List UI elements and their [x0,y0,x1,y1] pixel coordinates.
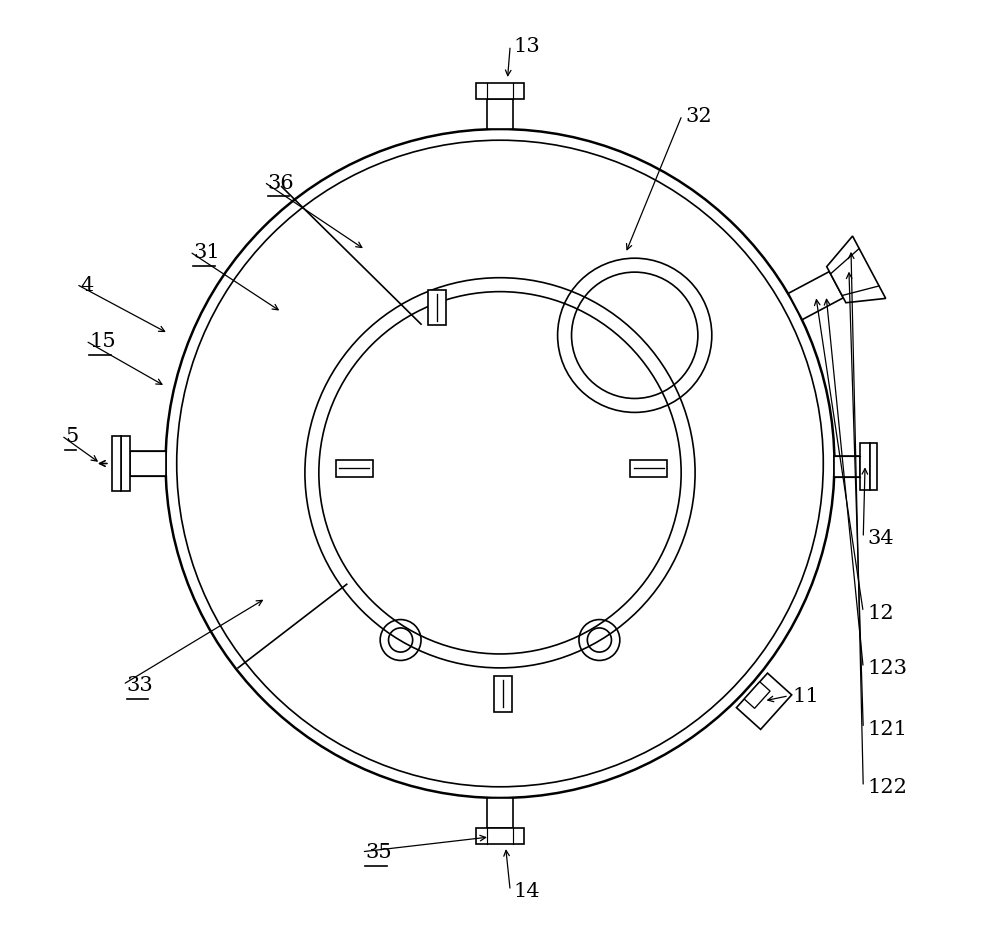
Bar [834,457,860,477]
Bar [630,460,667,477]
Bar [494,677,512,712]
Text: 122: 122 [867,778,907,796]
Text: 13: 13 [514,37,541,56]
Text: 11: 11 [793,687,819,705]
Polygon shape [788,272,843,320]
Text: 12: 12 [867,603,894,622]
Text: 4: 4 [80,276,93,294]
Bar [428,290,446,326]
Text: 34: 34 [867,529,894,548]
Bar [130,452,166,476]
Bar [121,436,130,492]
Bar [476,84,524,100]
Text: 36: 36 [268,174,294,192]
Text: 32: 32 [686,107,712,125]
Text: 31: 31 [193,243,220,262]
Text: 15: 15 [89,332,116,351]
Bar [860,444,870,490]
Text: 123: 123 [867,659,907,677]
Polygon shape [736,674,792,729]
Bar [336,460,373,477]
Text: 33: 33 [127,676,153,694]
Bar [487,798,513,828]
Text: 121: 121 [867,719,907,738]
Polygon shape [744,682,770,709]
Bar [487,100,513,130]
Text: 14: 14 [514,882,541,900]
Bar [476,828,524,844]
Bar [870,444,877,490]
Text: 35: 35 [365,843,392,861]
Bar [112,436,121,492]
Polygon shape [827,237,886,303]
Text: 5: 5 [65,427,78,445]
